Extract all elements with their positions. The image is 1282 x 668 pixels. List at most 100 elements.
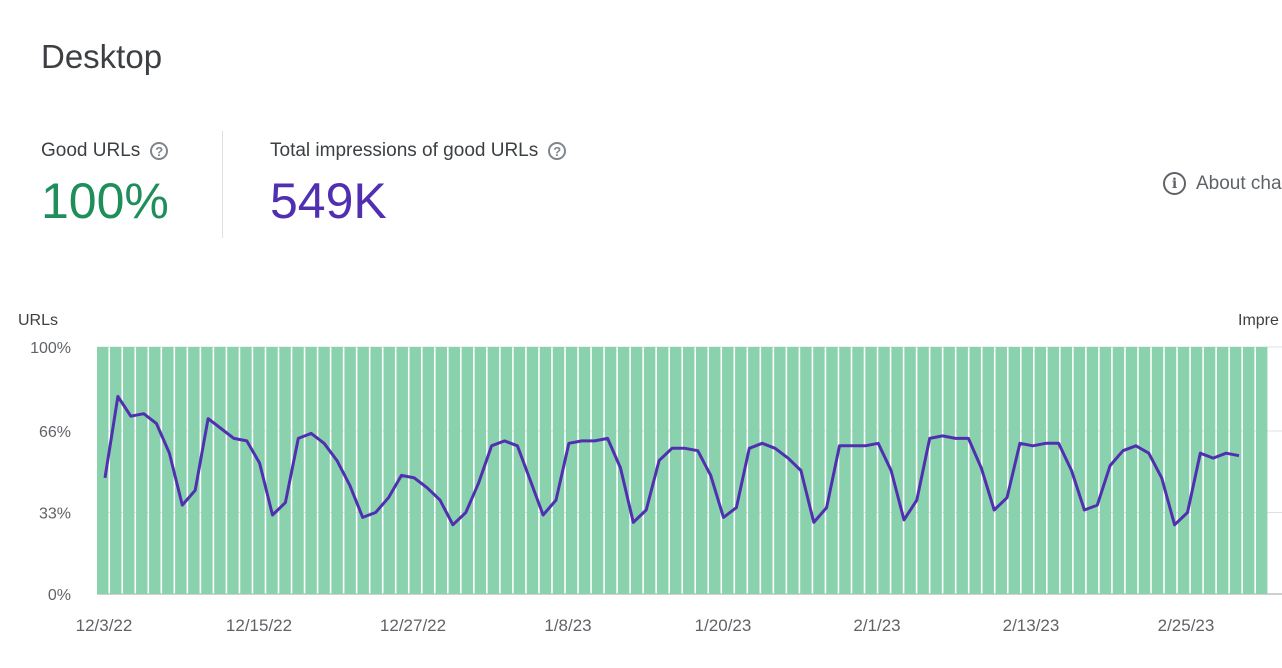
bar: [1099, 347, 1112, 594]
good-urls-label: Good URLs: [41, 140, 141, 161]
x-tick-label: 12/15/22: [226, 616, 292, 635]
metric-divider: [222, 131, 223, 238]
bar: [1125, 347, 1138, 594]
bar: [969, 347, 981, 594]
bar: [709, 347, 721, 594]
bar: [409, 347, 421, 594]
info-icon: i: [1163, 172, 1186, 195]
bar: [617, 347, 630, 594]
bar: [448, 347, 461, 594]
bar: [266, 347, 278, 594]
bar: [826, 347, 838, 594]
bar: [1060, 347, 1073, 594]
total-impressions-label: Total impressions of good URLs: [270, 140, 539, 161]
bar: [787, 347, 799, 594]
bar: [396, 347, 408, 594]
about-chart-link[interactable]: i About cha: [1163, 172, 1282, 195]
bar: [683, 347, 695, 594]
x-tick-label: 1/8/23: [544, 616, 591, 635]
impressions-line: [103, 394, 1240, 527]
x-tick-label: 12/27/22: [380, 616, 446, 635]
bar: [188, 347, 200, 594]
bar: [279, 347, 291, 594]
x-tick-label: 2/1/23: [853, 616, 900, 635]
bar: [539, 347, 552, 594]
total-impressions-metric[interactable]: Total impressions of good URLs ? 549K: [270, 140, 567, 230]
bar: [839, 347, 851, 594]
bar: [943, 347, 955, 594]
bar: [474, 347, 487, 594]
bar: [214, 347, 226, 594]
bar: [604, 347, 617, 594]
bar: [1021, 347, 1033, 594]
bar: [696, 347, 708, 594]
bar: [1086, 347, 1099, 594]
right-axis-label: Impre: [1238, 312, 1279, 329]
bar: [578, 347, 591, 594]
bar: [422, 347, 434, 594]
bar: [201, 347, 213, 594]
bar: [891, 347, 903, 594]
bar: [956, 347, 968, 594]
total-impressions-value: 549K: [270, 173, 387, 229]
bar: [995, 347, 1007, 594]
bar: [344, 347, 356, 594]
bar: [930, 347, 942, 594]
good-urls-metric[interactable]: Good URLs ? 100%: [41, 140, 169, 230]
bar: [865, 347, 877, 594]
bar: [1073, 347, 1086, 594]
bar: [370, 347, 382, 594]
y-tick-label: 0%: [48, 587, 71, 604]
bar: [526, 347, 539, 594]
bar: [513, 347, 526, 594]
bar: [1177, 347, 1190, 594]
help-icon[interactable]: ?: [150, 142, 169, 160]
bar: [461, 347, 474, 594]
bar: [1047, 347, 1060, 594]
bar: [305, 347, 317, 594]
bar: [878, 347, 890, 594]
bar: [643, 347, 656, 594]
x-tick-label: 2/13/23: [1003, 616, 1060, 635]
about-chart-label: About cha: [1196, 172, 1282, 194]
help-icon[interactable]: ?: [548, 142, 567, 160]
bar: [630, 347, 643, 594]
bar: [813, 347, 825, 594]
bar: [162, 347, 174, 594]
bar: [1138, 347, 1151, 594]
bar: [565, 347, 578, 594]
bar: [982, 347, 994, 594]
page-title: Desktop: [41, 38, 163, 75]
bar: [669, 347, 682, 594]
bar: [1164, 347, 1177, 594]
bar: [123, 347, 135, 594]
bar: [487, 347, 500, 594]
bar: [1255, 347, 1268, 594]
bar: [383, 347, 395, 594]
bar: [1034, 347, 1047, 594]
bar: [1203, 347, 1216, 594]
bar: [253, 347, 265, 594]
bar: [852, 347, 864, 594]
bar: [357, 347, 369, 594]
bar: [149, 347, 161, 594]
x-tick-label: 2/25/23: [1158, 616, 1215, 635]
bar: [656, 347, 669, 594]
bar: [136, 347, 148, 594]
bar: [500, 347, 513, 594]
bar: [904, 347, 916, 594]
bar: [318, 347, 330, 594]
bar: [227, 347, 239, 594]
bar: [331, 347, 343, 594]
bar: [1216, 347, 1229, 594]
bar: [240, 347, 252, 594]
x-tick-label: 12/3/22: [76, 616, 133, 635]
bar: [722, 347, 734, 594]
bar: [748, 347, 760, 594]
left-axis-label: URLs: [18, 312, 59, 329]
bar: [552, 347, 565, 594]
x-tick-label: 1/20/23: [695, 616, 752, 635]
bar: [591, 347, 604, 594]
bar: [761, 347, 773, 594]
bar: [800, 347, 812, 594]
